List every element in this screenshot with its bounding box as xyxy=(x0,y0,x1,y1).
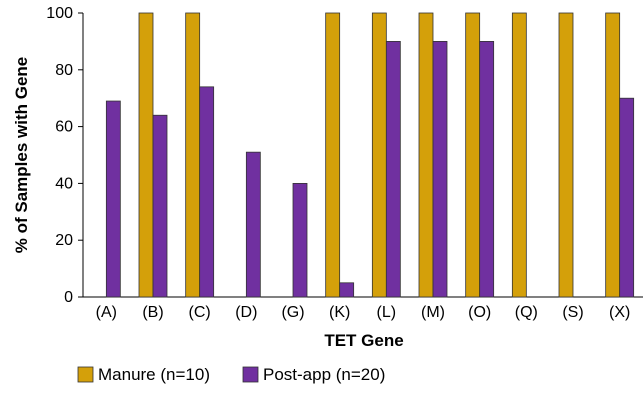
bar-manure xyxy=(558,12,574,298)
x-tick-label: (B) xyxy=(142,304,163,321)
x-tick-label: (S) xyxy=(562,304,583,321)
x-tick-label: (Q) xyxy=(515,304,538,321)
bar-post-app xyxy=(619,97,635,298)
bar-manure xyxy=(465,12,481,298)
x-tick-label: (M) xyxy=(421,304,445,321)
bar-post-app xyxy=(339,282,355,298)
x-tick-label: (C) xyxy=(189,304,211,321)
bar-post-app xyxy=(385,41,401,298)
bar-post-app xyxy=(199,86,215,298)
legend-label-post-app: Post-app (n=20) xyxy=(263,365,385,384)
legend-swatch-manure xyxy=(77,366,94,383)
bar-post-app xyxy=(105,100,121,298)
y-tick-label: 40 xyxy=(55,175,73,192)
y-tick-label: 20 xyxy=(55,232,73,249)
x-tick-label: (X) xyxy=(609,304,630,321)
x-tick-label: (G) xyxy=(281,304,304,321)
bar-manure xyxy=(325,12,341,298)
bar-post-app xyxy=(479,41,495,298)
y-tick-label: 60 xyxy=(55,119,73,136)
legend: Manure (n=10) Post-app (n=20) xyxy=(77,365,385,384)
x-tick-label: (L) xyxy=(377,304,397,321)
bar-post-app xyxy=(152,114,168,298)
legend-label-manure: Manure (n=10) xyxy=(98,365,210,384)
bar-manure xyxy=(511,12,527,298)
y-tick-label: 80 xyxy=(55,62,73,79)
y-tick-label: 0 xyxy=(64,289,73,306)
bar-post-app xyxy=(292,182,308,298)
plot-area: 0 20 40 60 80 100 (A) (B) (C) (D) (G) (K) (L) (M) (O) (… xyxy=(46,5,643,321)
bar-manure xyxy=(185,12,201,298)
legend-swatch-post-app xyxy=(242,366,259,383)
x-tick-label: (A) xyxy=(96,304,117,321)
y-axis-title: % of Samples with Gene xyxy=(12,57,31,254)
x-tick-label: (O) xyxy=(468,304,491,321)
x-tick-label: (K) xyxy=(329,304,350,321)
bar-post-app xyxy=(432,41,448,298)
bar-manure xyxy=(371,12,387,298)
y-tick-label: 100 xyxy=(46,5,73,22)
bar-manure xyxy=(138,12,154,298)
bar-post-app xyxy=(245,151,261,298)
x-axis-title: TET Gene xyxy=(324,331,403,350)
bar-manure xyxy=(605,12,621,298)
x-tick-label: (D) xyxy=(235,304,257,321)
bar-manure xyxy=(418,12,434,298)
